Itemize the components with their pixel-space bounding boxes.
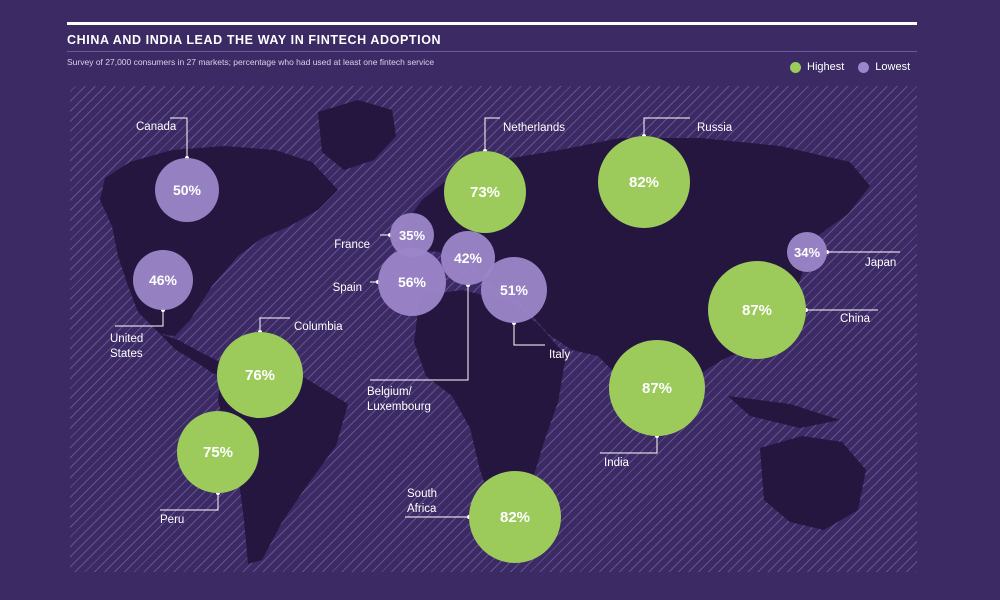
country-label-united-states: United States	[110, 333, 143, 360]
country-label-china: China	[840, 313, 871, 325]
value-label-netherlands: 73%	[470, 184, 500, 201]
value-label-italy: 51%	[500, 282, 529, 298]
leader-line-canada	[170, 117, 188, 158]
country-label-netherlands: Netherlands	[503, 122, 565, 134]
country-label-japan: Japan	[865, 257, 896, 269]
leader-line-india	[600, 436, 658, 454]
country-label-italy: Italy	[549, 349, 570, 361]
north-america-shape	[100, 146, 338, 336]
leader-line-united-states	[115, 310, 164, 327]
country-label-belgium: Belgium/Luxembourg	[367, 386, 431, 413]
legend-label-highest: Highest	[807, 61, 845, 73]
value-label-japan: 34%	[794, 245, 820, 260]
value-label-south-africa: 82%	[500, 509, 530, 526]
page-title: CHINA AND INDIA LEAD THE WAY IN FINTECH …	[67, 33, 442, 47]
leader-line-netherlands	[484, 117, 500, 151]
country-label-columbia: Columbia	[294, 321, 343, 333]
top-rule	[67, 22, 917, 25]
leader-line-italy	[513, 323, 545, 346]
value-label-canada: 50%	[173, 182, 202, 198]
country-label-india: India	[604, 457, 630, 469]
indonesia-shape	[728, 396, 840, 428]
value-label-peru: 75%	[203, 444, 233, 461]
legend-dot-lowest	[858, 61, 870, 73]
bubble-peru	[177, 411, 259, 493]
value-label-united-states: 46%	[149, 272, 178, 288]
bubble-france	[390, 213, 434, 257]
central-america-shape	[160, 334, 228, 374]
leader-line-peru	[160, 493, 219, 511]
value-label-columbia: 76%	[245, 367, 275, 384]
value-label-china: 87%	[742, 302, 772, 319]
title-divider	[67, 51, 917, 52]
country-label-spain: Spain	[333, 282, 362, 294]
value-label-france: 35%	[399, 228, 425, 243]
country-label-france: France	[334, 239, 370, 251]
bubble-russia	[598, 136, 690, 228]
country-label-russia: Russia	[697, 122, 733, 134]
australia-shape	[760, 436, 866, 530]
bubble-netherlands	[444, 151, 526, 233]
bubble-canada	[155, 158, 219, 222]
legend-label-lowest: Lowest	[875, 61, 911, 73]
bubble-japan	[787, 232, 827, 272]
bubble-spain	[378, 248, 446, 316]
legend-item-highest: Highest	[790, 61, 844, 73]
leader-line-belgium	[370, 285, 469, 381]
bubble-south-africa	[469, 471, 561, 563]
bubble-italy	[481, 257, 547, 323]
page-subtitle: Survey of 27,000 consumers in 27 markets…	[67, 57, 435, 67]
value-label-spain: 56%	[398, 274, 427, 290]
legend: Highest Lowest	[790, 61, 910, 73]
legend-item-lowest: Lowest	[858, 61, 910, 73]
greenland-shape	[318, 100, 396, 170]
bubble-china	[708, 261, 806, 359]
country-label-south-africa: South Africa	[407, 488, 437, 515]
leader-line-columbia	[259, 317, 290, 332]
value-label-india: 87%	[642, 380, 672, 397]
legend-dot-highest	[790, 61, 801, 73]
bubble-united-states	[133, 250, 193, 310]
market-markers: 50% Canada 46% United States 76% Columbia 75% Pe…	[110, 117, 900, 563]
country-label-peru: Peru	[160, 514, 184, 526]
value-label-russia: 82%	[629, 174, 659, 191]
bubble-columbia	[217, 332, 303, 418]
bubble-belgium	[441, 231, 495, 285]
africa-shape	[414, 290, 566, 514]
value-label-belgium: 42%	[454, 250, 483, 266]
bubble-india	[609, 340, 705, 436]
country-label-canada: Canada	[136, 121, 177, 133]
leader-line-russia	[643, 117, 690, 136]
